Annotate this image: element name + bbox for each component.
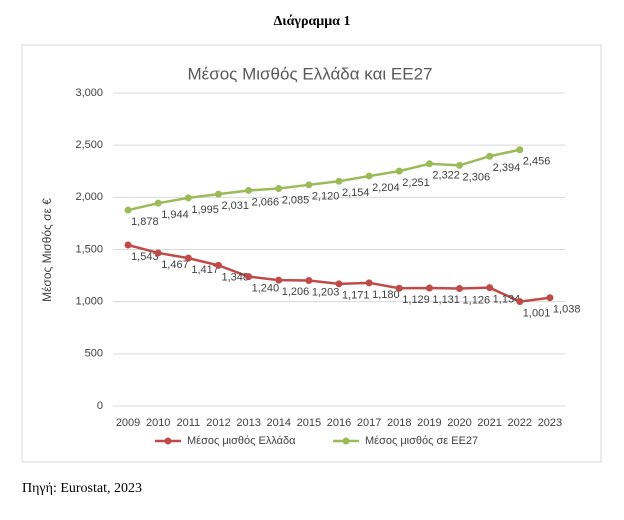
- y-tick-label: 3,000: [75, 87, 103, 99]
- legend-marker: [342, 437, 350, 445]
- source: Πηγή: Eurostat, 2023: [22, 481, 142, 496]
- point: [124, 206, 132, 214]
- x-tick-label: 2015: [297, 417, 321, 429]
- x-tick-label: 2020: [447, 417, 471, 429]
- point: [245, 186, 253, 194]
- point: [395, 284, 403, 292]
- caption: Διάγραμμα 1: [274, 14, 351, 29]
- data-label: 2,154: [342, 187, 370, 199]
- point: [395, 167, 403, 175]
- point: [516, 298, 524, 306]
- point: [154, 199, 162, 207]
- point: [275, 276, 283, 284]
- point: [486, 152, 494, 160]
- data-label: 1,348: [221, 271, 249, 283]
- point: [486, 284, 494, 292]
- data-label: 2,456: [523, 156, 551, 168]
- x-tick-label: 2014: [266, 417, 290, 429]
- y-tick-label: 1,000: [75, 296, 103, 308]
- data-label: 2,204: [372, 182, 400, 194]
- data-label: 2,306: [463, 171, 491, 183]
- data-label: 1,131: [432, 294, 460, 306]
- data-label: 2,085: [282, 194, 310, 206]
- data-label: 2,322: [432, 170, 460, 182]
- data-label: 1,134: [493, 294, 521, 306]
- point: [365, 172, 373, 180]
- point: [456, 285, 464, 293]
- x-tick-label: 2011: [177, 417, 201, 429]
- x-tick-label: 2012: [206, 417, 230, 429]
- data-label: 1,417: [191, 264, 219, 276]
- point: [456, 161, 464, 169]
- data-label: 2,066: [252, 196, 280, 208]
- legend-label: Μέσος μισθός Ελλάδα: [187, 435, 296, 447]
- x-tick-label: 2016: [327, 417, 351, 429]
- data-label: 1,171: [342, 290, 370, 302]
- point: [124, 241, 132, 249]
- y-tick-label: 1,500: [75, 243, 103, 255]
- point: [305, 181, 313, 189]
- point: [184, 254, 192, 262]
- data-label: 1,995: [191, 204, 219, 216]
- point: [154, 249, 162, 257]
- point: [365, 279, 373, 287]
- data-label: 2,394: [493, 162, 521, 174]
- x-tick-label: 2019: [417, 417, 441, 429]
- legend-marker: [164, 437, 172, 445]
- data-label: 2,031: [221, 200, 249, 212]
- point: [184, 194, 192, 202]
- y-tick-label: 500: [85, 348, 103, 360]
- data-label: 2,251: [402, 177, 430, 189]
- point: [335, 280, 343, 288]
- x-tick-label: 2010: [146, 417, 170, 429]
- point: [425, 160, 433, 168]
- point: [516, 146, 524, 154]
- data-label: 1,180: [372, 289, 400, 301]
- x-tick-label: 2022: [508, 417, 532, 429]
- chart-frame: [21, 44, 602, 463]
- chart-title: Μέσος Μισθός Ελλάδα και ΕΕ27: [188, 64, 433, 83]
- x-tick-label: 2018: [387, 417, 411, 429]
- data-label: 1,203: [312, 286, 340, 298]
- x-tick-label: 2017: [357, 417, 381, 429]
- x-tick-label: 2013: [236, 417, 260, 429]
- point: [214, 261, 222, 269]
- point: [305, 276, 313, 284]
- point: [275, 184, 283, 192]
- data-label: 1,944: [161, 209, 189, 221]
- point: [425, 284, 433, 292]
- x-tick-label: 2023: [538, 417, 562, 429]
- series-line: [127, 148, 521, 212]
- data-label: 1,206: [282, 286, 310, 298]
- data-label: 1,001: [523, 307, 551, 319]
- y-tick-label: 0: [97, 400, 103, 412]
- legend-label: Μέσος μισθός σε ΕΕ27: [365, 435, 478, 447]
- point: [546, 294, 554, 302]
- y-axis-label: Μέσος Μισθός σε €: [40, 198, 54, 302]
- data-label: 1,038: [553, 304, 581, 316]
- point: [335, 177, 343, 185]
- point: [245, 273, 253, 281]
- data-label: 1,878: [131, 216, 159, 228]
- y-tick-label: 2,000: [75, 191, 103, 203]
- x-tick-label: 2021: [477, 417, 501, 429]
- point: [214, 190, 222, 198]
- data-label: 1,126: [463, 294, 491, 306]
- data-label: 1,240: [252, 283, 280, 295]
- data-label: 2,120: [312, 191, 340, 203]
- data-label: 1,543: [131, 251, 159, 263]
- x-tick-label: 2009: [116, 417, 140, 429]
- data-label: 1,467: [161, 259, 189, 271]
- data-label: 1,129: [402, 294, 430, 306]
- y-tick-label: 2,500: [75, 139, 103, 151]
